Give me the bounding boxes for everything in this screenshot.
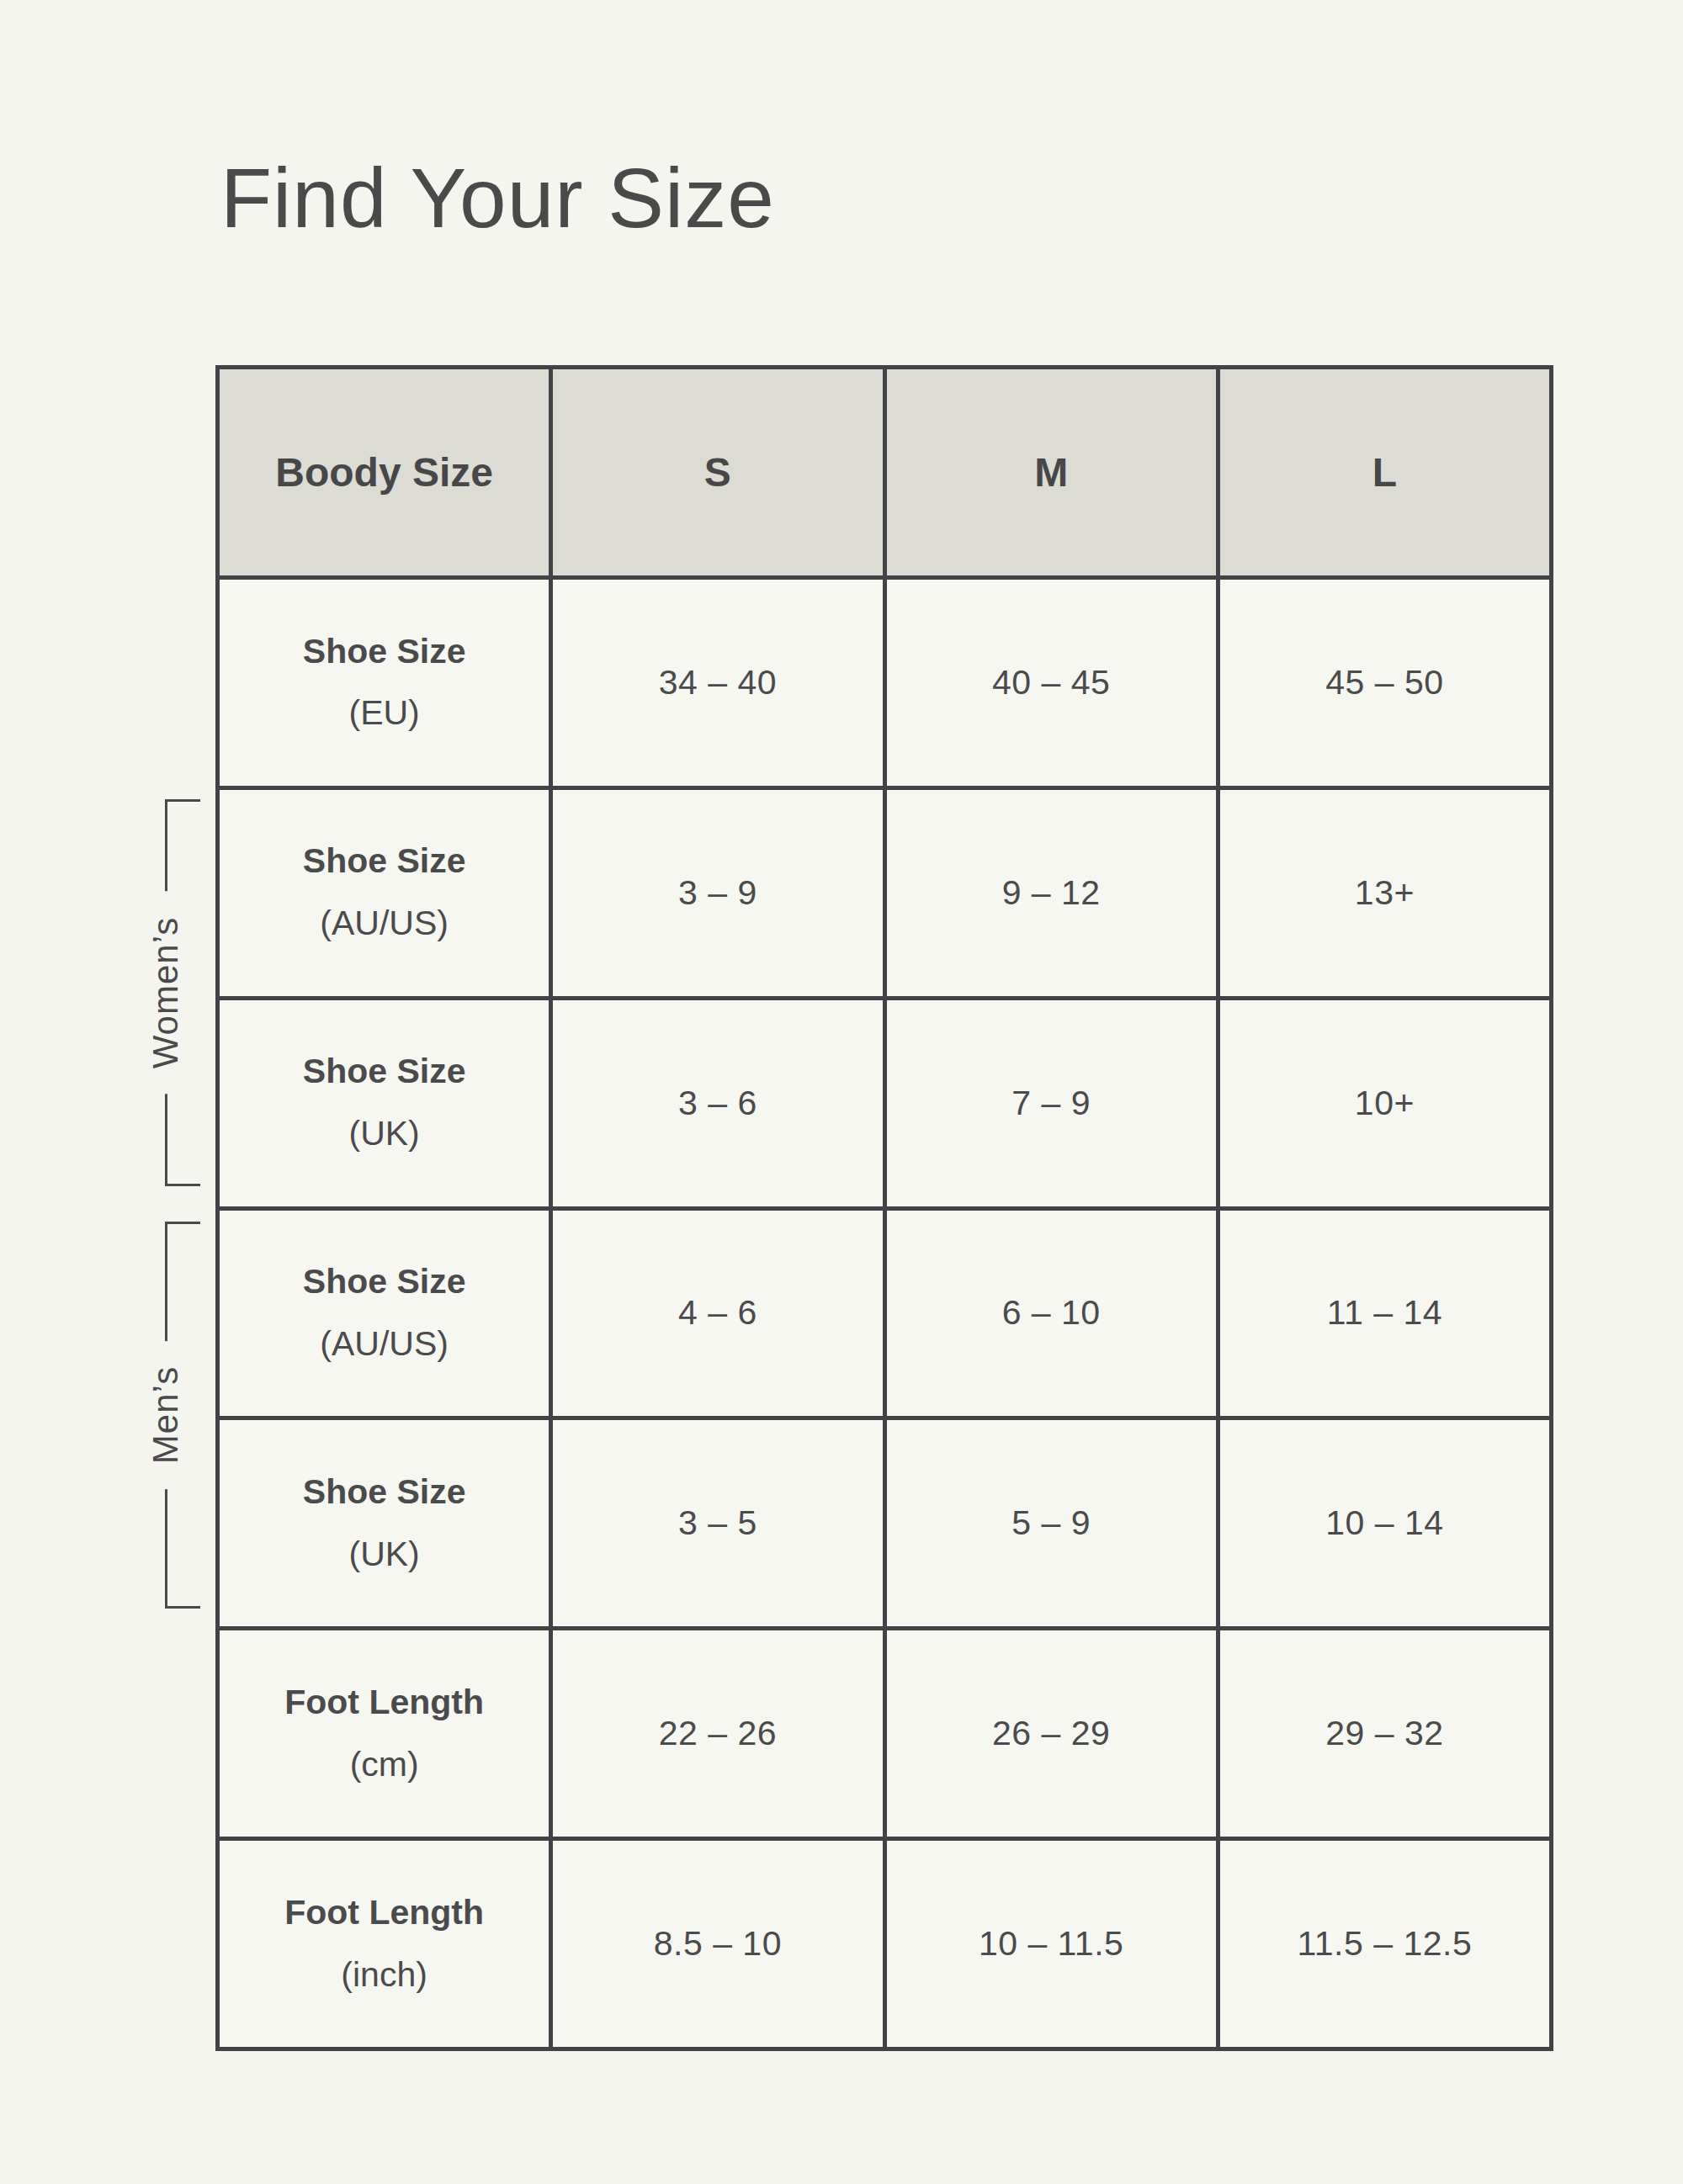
row-label-text: Foot Length xyxy=(284,1672,484,1734)
row-label-text: Shoe Size xyxy=(303,1041,466,1103)
row-sublabel-text: (AU/US) xyxy=(320,1313,449,1376)
row-label-text: Shoe Size xyxy=(303,1251,466,1313)
mens-group-bracket: Men’s xyxy=(165,1222,200,1609)
cell-womens-auus-s: 3 – 9 xyxy=(553,790,882,996)
size-guide-page: { "page": { "title": "Find Your Size" },… xyxy=(0,0,1683,2184)
cell-foot-length-cm-s: 22 – 26 xyxy=(553,1630,882,1837)
size-m-label: M xyxy=(1034,449,1068,496)
row-label-foot-length-cm: Foot Length (cm) xyxy=(220,1630,549,1837)
cell-mens-auus-s: 4 – 6 xyxy=(553,1211,882,1417)
cell-mens-uk-m: 5 – 9 xyxy=(887,1420,1216,1626)
row-label-mens-shoe-size-uk: Shoe Size (UK) xyxy=(220,1420,549,1626)
header-cell-boody-size: Boody Size xyxy=(220,369,549,575)
cell-foot-length-cm-l: 29 – 32 xyxy=(1220,1630,1549,1837)
cell-foot-length-inch-s: 8.5 – 10 xyxy=(553,1841,882,2047)
row-label-womens-shoe-size-uk: Shoe Size (UK) xyxy=(220,1000,549,1206)
row-label-mens-shoe-size-auus: Shoe Size (AU/US) xyxy=(220,1211,549,1417)
size-s-label: S xyxy=(704,449,731,496)
row-label-text: Shoe Size xyxy=(303,621,466,683)
cell-womens-uk-l: 10+ xyxy=(1220,1000,1549,1206)
header-label: Boody Size xyxy=(275,449,493,496)
cell-foot-length-inch-l: 11.5 – 12.5 xyxy=(1220,1841,1549,2047)
header-cell-size-s: S xyxy=(553,369,882,575)
womens-group-label: Women’s xyxy=(146,892,186,1095)
row-label-womens-shoe-size-auus: Shoe Size (AU/US) xyxy=(220,790,549,996)
cell-mens-uk-s: 3 – 5 xyxy=(553,1420,882,1626)
cell-womens-auus-l: 13+ xyxy=(1220,790,1549,996)
cell-mens-auus-l: 11 – 14 xyxy=(1220,1211,1549,1417)
cell-mens-auus-m: 6 – 10 xyxy=(887,1211,1216,1417)
row-label-text: Foot Length xyxy=(284,1882,484,1944)
cell-womens-uk-s: 3 – 6 xyxy=(553,1000,882,1206)
row-label-foot-length-inch: Foot Length (inch) xyxy=(220,1841,549,2047)
size-l-label: L xyxy=(1372,449,1397,496)
womens-group-bracket: Women’s xyxy=(165,799,200,1186)
row-sublabel-text: (AU/US) xyxy=(320,893,449,955)
cell-shoe-size-eu-m: 40 – 45 xyxy=(887,580,1216,786)
cell-shoe-size-eu-l: 45 – 50 xyxy=(1220,580,1549,786)
mens-group-label: Men’s xyxy=(146,1341,186,1489)
page-title: Find Your Size xyxy=(220,150,775,246)
row-sublabel-text: (UK) xyxy=(348,1524,419,1586)
cell-mens-uk-l: 10 – 14 xyxy=(1220,1420,1549,1626)
size-table: Boody Size S M L Shoe Size (EU) 34 – 40 … xyxy=(215,365,1553,2051)
cell-foot-length-cm-m: 26 – 29 xyxy=(887,1630,1216,1837)
cell-womens-auus-m: 9 – 12 xyxy=(887,790,1216,996)
row-sublabel-text: (UK) xyxy=(348,1103,419,1165)
row-sublabel-text: (EU) xyxy=(348,682,419,745)
cell-shoe-size-eu-s: 34 – 40 xyxy=(553,580,882,786)
cell-womens-uk-m: 7 – 9 xyxy=(887,1000,1216,1206)
row-label-text: Shoe Size xyxy=(303,830,466,893)
header-cell-size-m: M xyxy=(887,369,1216,575)
row-sublabel-text: (cm) xyxy=(350,1734,419,1796)
cell-foot-length-inch-m: 10 – 11.5 xyxy=(887,1841,1216,2047)
row-sublabel-text: (inch) xyxy=(341,1944,427,2006)
row-label-shoe-size-eu: Shoe Size (EU) xyxy=(220,580,549,786)
header-cell-size-l: L xyxy=(1220,369,1549,575)
row-label-text: Shoe Size xyxy=(303,1461,466,1524)
